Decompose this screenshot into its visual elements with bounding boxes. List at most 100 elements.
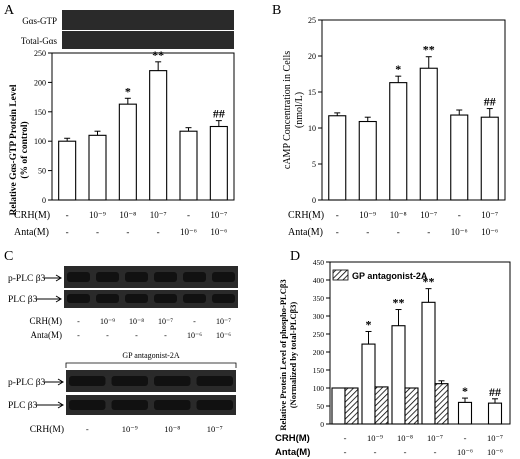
anta-b-2: - [366, 227, 369, 237]
crh-a-3: 10⁻⁸ [119, 210, 136, 220]
crh-d-5: - [464, 433, 467, 443]
anta-a-2: - [96, 227, 99, 237]
panel-a-row-label-crh: CRH(M) [14, 210, 50, 221]
bar-d-3 [391, 325, 406, 425]
anta-c1-5: 10⁻⁶ [187, 331, 202, 340]
panel-a-ylabel: Relative Gαs-GTP Protein Level [9, 84, 19, 215]
blot-a-label-1: Gαs-GTP [22, 16, 57, 26]
blot-c2-label-1: p-PLC β3 [8, 378, 46, 388]
bar-a-4 [149, 70, 168, 201]
chart-d-ytick-label: 400 [313, 276, 325, 285]
crh-b-4: 10⁻⁷ [420, 210, 437, 220]
crh-c2-4: 10⁻⁷ [207, 424, 223, 434]
blot-c2-band-1-2 [111, 376, 148, 386]
chart-d-ytick-label: 0 [320, 420, 324, 429]
bar-d-1 [331, 387, 346, 425]
anta-c1-4: - [164, 331, 167, 340]
bar-d-2 [361, 343, 376, 425]
anta-a-5: 10⁻⁶ [180, 227, 197, 237]
blot-c2-arrow-1 [44, 378, 64, 386]
chart-b-axes: 0 5 10 15 20 25 - - 10⁻⁹ - * 10⁻⁸ - ** 10⁻⁷ - - 10⁻⁶ ## 10⁻… [308, 16, 506, 237]
anta-b-4: - [427, 227, 430, 237]
bar-d-5 [457, 401, 473, 425]
panel-d-ylabel: Relative Protein Level of phospho-PLCβ3 [278, 279, 288, 430]
crh-a-5: - [187, 210, 190, 220]
panel-b-row-label-crh: CRH(M) [288, 210, 324, 221]
chart-b-frame [321, 19, 506, 201]
chart-d-ytick-label: 150 [313, 366, 325, 375]
anta-d-6: 10⁻⁶ [487, 447, 503, 457]
sig-b-6: ## [484, 95, 496, 109]
bar-a-5 [179, 130, 198, 201]
crh-c1-3: 10⁻⁸ [129, 317, 144, 326]
sig-a-6: ## [213, 107, 225, 121]
bar-d-4 [421, 301, 436, 425]
blot-c2-arrow-2 [36, 401, 64, 409]
blot-c1-band-2-4 [154, 294, 177, 303]
crh-c1-6: 10⁻⁷ [216, 317, 231, 326]
panel-b-row-label-anta: Anta(M) [288, 227, 323, 238]
chart-b-ytick-label: 10 [308, 124, 316, 133]
bar-a-1 [58, 140, 77, 201]
anta-d-1: - [344, 447, 347, 457]
sig-d-2: * [366, 317, 372, 331]
blot-c1-band-1-1 [67, 272, 90, 282]
blot-c1-label-2: PLC β3 [8, 295, 38, 305]
chart-a-frame [51, 52, 235, 201]
blot-c2-band-2-4 [196, 400, 233, 410]
panel-b: B cAMP Concentration in Cells (nmol/L) 0… [272, 3, 506, 238]
blot-c1-band-1-3 [125, 272, 148, 282]
blot-c2-row2 [66, 395, 236, 415]
crh-a-1: - [66, 210, 69, 220]
chart-a-ytick-label: 100 [34, 137, 46, 146]
blot-c2-row1 [66, 370, 236, 392]
blot-c1-label-1: p-PLC β3 [8, 274, 46, 284]
chart-d-ytick-label: 200 [313, 348, 325, 357]
chart-d-ytick-label: 250 [313, 330, 325, 339]
panel-d-ylabel-2: (Normalized by total-PLCβ3) [288, 302, 298, 409]
panel-b-ylabel: cAMP Concentration in Cells [282, 51, 293, 169]
bar-d-antagonist-2 [374, 386, 389, 425]
blot-c1-band-2-3 [125, 294, 148, 303]
blot-c2-group-label: GP antagonist-2A [122, 351, 179, 360]
chart-a-ytick-label: 0 [42, 196, 46, 205]
bar-a-3 [118, 103, 137, 201]
blot-c2-band-2-2 [111, 400, 148, 410]
crh-c1-5: - [193, 317, 196, 326]
chart-a-ytick-label: 200 [34, 78, 46, 87]
bar-b-2 [358, 120, 377, 201]
crh-b-3: 10⁻⁸ [390, 210, 407, 220]
anta-c1-6: 10⁻⁶ [216, 331, 231, 340]
anta-d-4: - [434, 447, 437, 457]
crh-d-4: 10⁻⁷ [427, 433, 443, 443]
panel-d-row-label-crh: CRH(M) [275, 433, 310, 444]
blot-c1-bands: - - 10⁻⁹ - 10⁻⁸ - 10⁻⁷ - - 10⁻⁶ 10⁻⁷ 10⁻⁶ [67, 272, 235, 340]
panel-c-letter: C [4, 249, 13, 264]
legend-label: GP antagonist-2A [352, 271, 428, 281]
panel-d: D Relative Protein Level of phospho-PLCβ… [275, 249, 511, 458]
anta-b-3: - [397, 227, 400, 237]
bar-a-2 [88, 134, 107, 201]
blot-c1-row-label-anta: Anta(M) [31, 330, 63, 340]
blot-a-row2 [62, 31, 234, 49]
blot-c1-arrow-2 [36, 295, 62, 303]
crh-a-2: 10⁻⁹ [89, 210, 106, 220]
chart-a-ytick-label: 150 [34, 108, 46, 117]
chart-b-ytick-label: 25 [308, 16, 316, 25]
blot-c1-band-2-5 [183, 294, 206, 303]
anta-d-3: - [404, 447, 407, 457]
legend-swatch [332, 269, 349, 281]
sig-d-3: ** [393, 296, 405, 310]
blot-c1-band-1-2 [96, 272, 119, 282]
panel-a-letter: A [4, 3, 15, 18]
blot-c2-band-1-4 [196, 376, 233, 386]
panel-b-ylabel-2: (nmol/L) [294, 92, 305, 128]
panel-b-letter: B [272, 3, 281, 18]
bar-b-6 [480, 116, 499, 201]
crh-d-3: 10⁻⁸ [397, 433, 413, 443]
chart-b-ytick-label: 20 [308, 52, 316, 61]
anta-b-1: - [336, 227, 339, 237]
anta-c1-3: - [135, 331, 138, 340]
crh-c1-4: 10⁻⁷ [158, 317, 173, 326]
blot-c1-row-label-crh: CRH(M) [29, 316, 62, 326]
